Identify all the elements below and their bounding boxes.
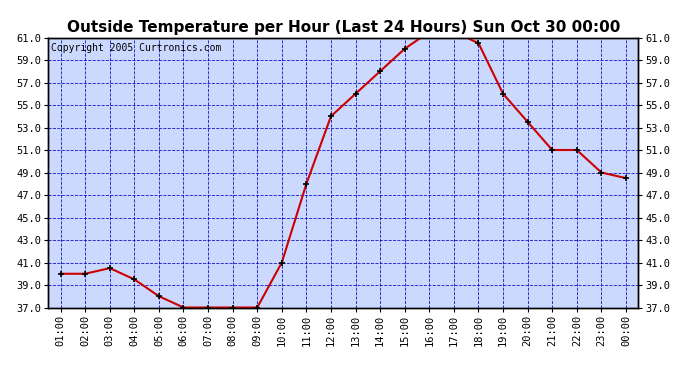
- Title: Outside Temperature per Hour (Last 24 Hours) Sun Oct 30 00:00: Outside Temperature per Hour (Last 24 Ho…: [67, 20, 620, 35]
- Text: Copyright 2005 Curtronics.com: Copyright 2005 Curtronics.com: [51, 43, 221, 53]
